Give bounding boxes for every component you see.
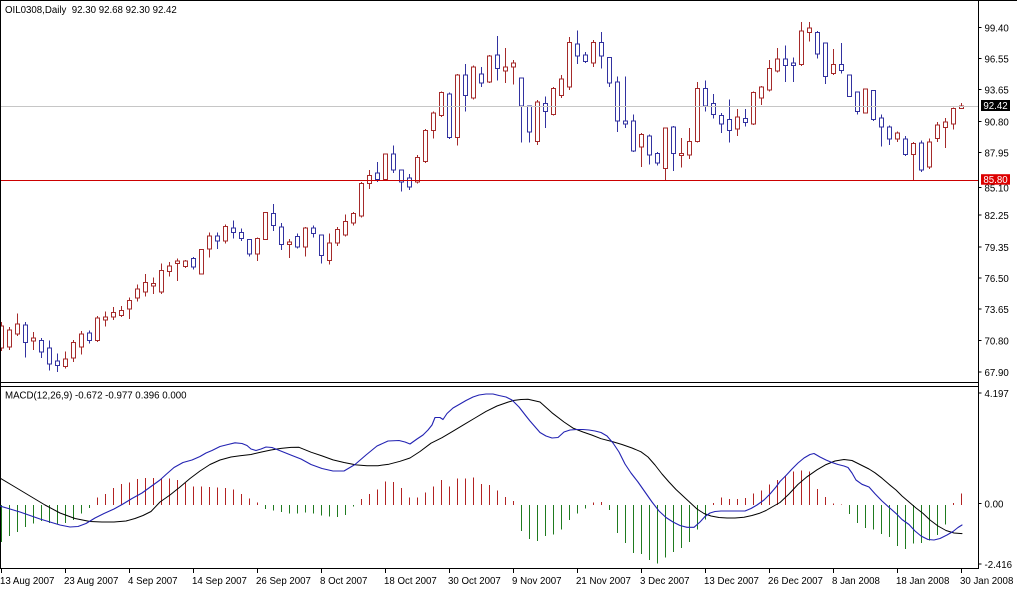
svg-text:76.50: 76.50 bbox=[985, 274, 1010, 285]
svg-text:18 Oct 2007: 18 Oct 2007 bbox=[384, 576, 437, 587]
svg-text:3 Dec 2007: 3 Dec 2007 bbox=[640, 576, 690, 587]
svg-text:99.40: 99.40 bbox=[985, 23, 1010, 34]
svg-text:96.55: 96.55 bbox=[985, 55, 1009, 66]
svg-text:92.42: 92.42 bbox=[983, 101, 1007, 112]
svg-text:85.80: 85.80 bbox=[983, 175, 1008, 186]
svg-text:85.10: 85.10 bbox=[985, 184, 1010, 195]
svg-text:26 Sep 2007: 26 Sep 2007 bbox=[256, 576, 311, 587]
svg-text:26 Dec 2007: 26 Dec 2007 bbox=[768, 576, 823, 587]
svg-text:30 Oct 2007: 30 Oct 2007 bbox=[448, 576, 501, 587]
svg-text:21 Nov 2007: 21 Nov 2007 bbox=[576, 576, 631, 587]
svg-text:14 Sep 2007: 14 Sep 2007 bbox=[192, 576, 247, 587]
svg-text:82.25: 82.25 bbox=[985, 211, 1009, 222]
svg-text:67.90: 67.90 bbox=[985, 368, 1010, 379]
svg-text:MACD(12,26,9) -0.672 -0.977 0.: MACD(12,26,9) -0.672 -0.977 0.396 0.000 bbox=[5, 391, 187, 402]
svg-text:13 Aug 2007: 13 Aug 2007 bbox=[0, 576, 54, 587]
svg-text:8 Oct 2007: 8 Oct 2007 bbox=[320, 576, 367, 587]
svg-text:87.95: 87.95 bbox=[985, 149, 1009, 160]
svg-text:30 Jan 2008: 30 Jan 2008 bbox=[960, 576, 1013, 587]
svg-text:OIL0308,Daily 92.30 92.68 92.: OIL0308,Daily 92.30 92.68 92.30 92.42 bbox=[5, 5, 177, 16]
svg-text:0.00: 0.00 bbox=[985, 500, 1004, 511]
svg-text:4 Sep 2007: 4 Sep 2007 bbox=[128, 576, 178, 587]
svg-text:79.35: 79.35 bbox=[985, 243, 1009, 254]
svg-text:23 Aug 2007: 23 Aug 2007 bbox=[64, 576, 118, 587]
svg-text:93.65: 93.65 bbox=[985, 86, 1009, 97]
svg-text:18 Jan 2008: 18 Jan 2008 bbox=[896, 576, 949, 587]
svg-text:4.197: 4.197 bbox=[985, 389, 1009, 400]
svg-text:13 Dec 2007: 13 Dec 2007 bbox=[704, 576, 759, 587]
svg-text:-2.416: -2.416 bbox=[985, 560, 1012, 571]
svg-text:9 Nov 2007: 9 Nov 2007 bbox=[512, 576, 562, 587]
svg-text:73.65: 73.65 bbox=[985, 305, 1009, 316]
svg-text:70.80: 70.80 bbox=[985, 336, 1010, 347]
svg-text:8 Jan 2008: 8 Jan 2008 bbox=[832, 576, 880, 587]
svg-text:90.80: 90.80 bbox=[985, 118, 1010, 129]
